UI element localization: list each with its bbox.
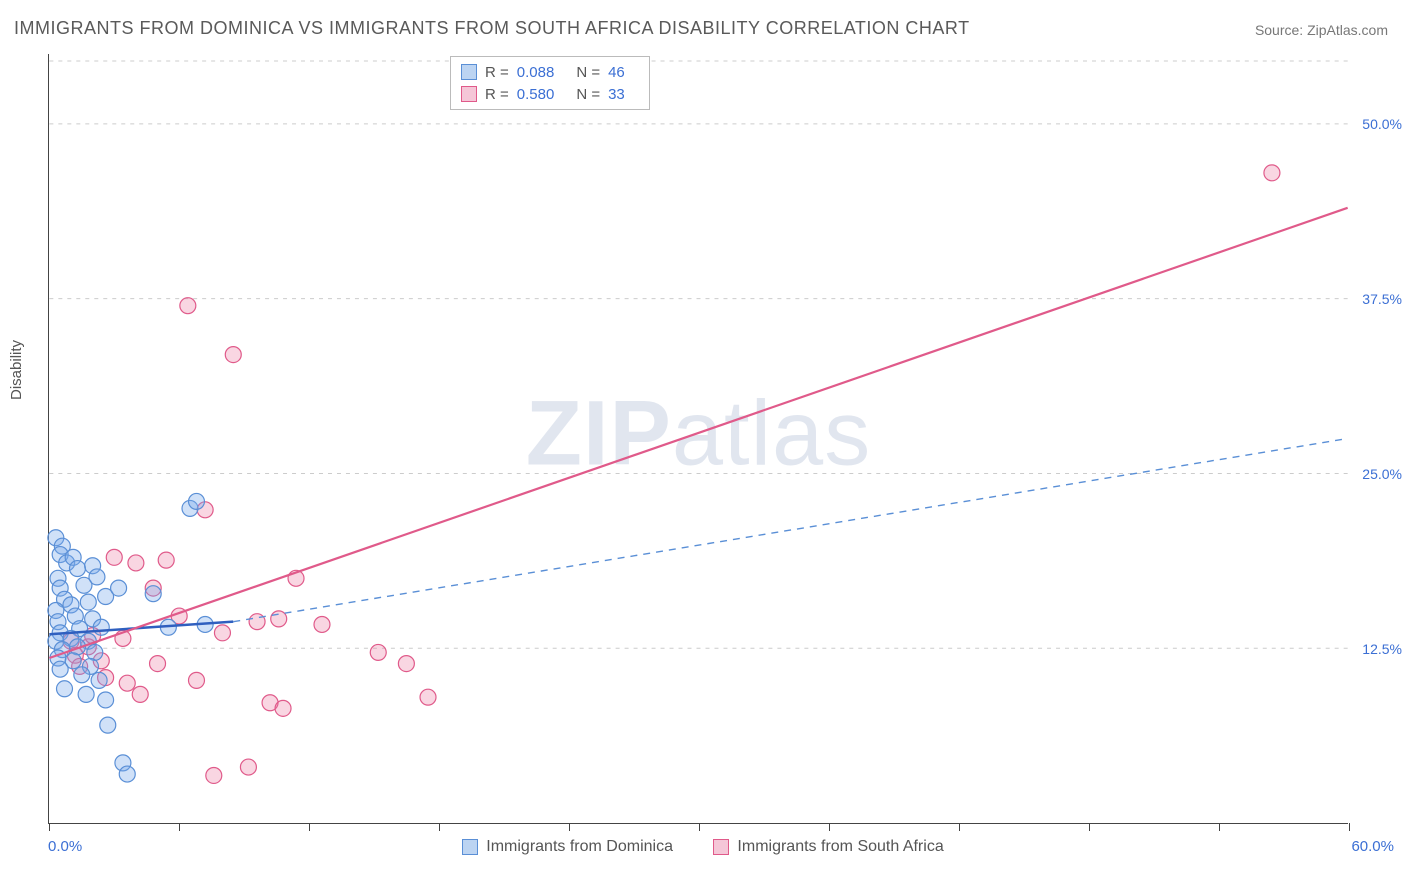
r-label: R = [485,64,509,81]
y-tick-label: 25.0% [1362,466,1402,482]
y-tick-label: 37.5% [1362,291,1402,307]
swatch-southafrica-icon [713,839,729,855]
n-value-dominica: 46 [608,64,625,81]
n-label: N = [576,64,600,81]
legend-label-dominica: Immigrants from Dominica [486,838,673,856]
chart-svg [49,54,1348,823]
y-tick-label: 12.5% [1362,641,1402,657]
x-tick [439,823,440,831]
series-legend: Immigrants from Dominica Immigrants from… [0,838,1406,860]
chart-title: IMMIGRANTS FROM DOMINICA VS IMMIGRANTS F… [14,18,970,39]
x-tick [569,823,570,831]
legend-row-dominica: R = 0.088 N = 46 [461,61,639,83]
x-tick [829,823,830,831]
r-value-southafrica: 0.580 [517,86,555,103]
source-label: Source: ZipAtlas.com [1255,22,1388,38]
swatch-dominica-icon [462,839,478,855]
y-tick-label: 50.0% [1362,116,1402,132]
legend-row-southafrica: R = 0.580 N = 33 [461,83,639,105]
n-value-southafrica: 33 [608,86,625,103]
x-tick [179,823,180,831]
n-label: N = [576,86,600,103]
x-tick [1349,823,1350,831]
legend-item-southafrica: Immigrants from South Africa [713,838,943,856]
plot-area: ZIPatlas 12.5%25.0%37.5%50.0% [48,54,1348,824]
legend-item-dominica: Immigrants from Dominica [462,838,673,856]
x-tick [309,823,310,831]
x-tick [1089,823,1090,831]
swatch-southafrica [461,86,477,102]
x-tick [699,823,700,831]
x-tick [959,823,960,831]
r-label: R = [485,86,509,103]
correlation-legend: R = 0.088 N = 46 R = 0.580 N = 33 [450,56,650,110]
r-value-dominica: 0.088 [517,64,555,81]
legend-label-southafrica: Immigrants from South Africa [737,838,943,856]
x-tick [49,823,50,831]
y-axis-title: Disability [8,340,25,400]
swatch-dominica [461,64,477,80]
x-tick [1219,823,1220,831]
